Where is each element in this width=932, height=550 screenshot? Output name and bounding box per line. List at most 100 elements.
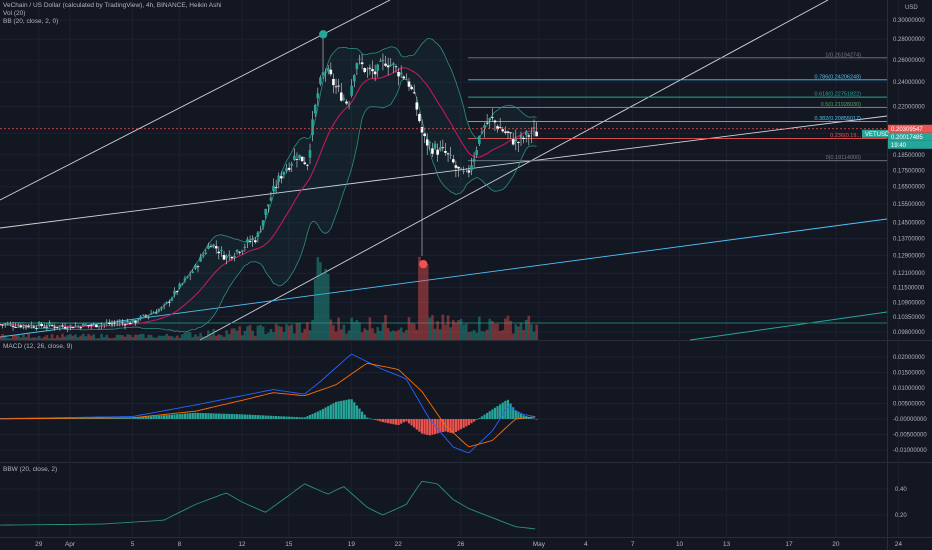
volume-bar [61, 333, 64, 340]
volume-legend[interactable]: Vol (20) [3, 10, 26, 17]
macd-histogram-bar [334, 401, 338, 419]
volume-bar [92, 334, 96, 340]
volume-bar [306, 322, 309, 340]
volume-bar [293, 333, 296, 340]
candle-body [454, 165, 458, 168]
volume-bar [483, 331, 486, 340]
candle-body [251, 238, 254, 241]
time-axis[interactable]: 29 Apr 5 8 12 15 19 22 26 May 4 7 10 13 17 20 24 [35, 541, 902, 548]
candle-body [342, 98, 346, 100]
candle-body [113, 322, 116, 324]
volume-bar [498, 331, 502, 340]
price-axis[interactable]: 0.30000000 0.28000000 0.26000000 0.24000000… [893, 18, 927, 519]
volume-bar [233, 328, 236, 340]
volume-bar [194, 334, 197, 340]
candle-body [290, 163, 294, 166]
volume-bar [412, 323, 416, 340]
macd-tick-label: -0.00500000 [893, 433, 927, 439]
candle-body [483, 125, 486, 128]
macd-histogram-bar [202, 413, 205, 419]
candle-body [53, 326, 57, 328]
candle-body [37, 322, 41, 326]
candle-body [56, 326, 59, 328]
macd-histogram-bar [233, 414, 236, 419]
volume-bar [243, 330, 247, 340]
macd-histogram-bar [439, 419, 442, 433]
candle-body [196, 266, 200, 268]
candle-body [69, 325, 72, 327]
volume-bar [29, 338, 33, 340]
volume-bar [235, 330, 239, 340]
volume-bar [222, 336, 226, 340]
volume-bar [488, 318, 492, 340]
volume-bar [496, 323, 499, 340]
price-tick-label: 0.13700000 [893, 237, 925, 243]
macd-histogram-bar [189, 413, 192, 419]
volume-bar [397, 329, 400, 340]
volume-bar [298, 323, 301, 340]
candle-body [472, 158, 476, 162]
macd-histogram-bar [400, 419, 403, 424]
macd-legend-label: MACD (12, 26, close, 9) [3, 343, 73, 350]
macd-histogram-bar [152, 416, 155, 419]
volume-bar [324, 268, 327, 340]
event-markers[interactable] [319, 30, 428, 269]
bbw-legend[interactable]: BBW (20, close, 2) [3, 466, 57, 474]
bb-legend[interactable]: BB (20, close, 2, 0) [3, 18, 59, 25]
volume-bar [470, 331, 473, 340]
candle-body [313, 104, 317, 114]
volume-bar [405, 330, 408, 340]
candle-body [168, 301, 171, 303]
macd-histogram-bar [186, 413, 189, 419]
macd-histogram-bar [392, 419, 395, 425]
volume-bar [175, 335, 179, 340]
volume-bar [102, 337, 106, 340]
volume-bar [37, 335, 41, 340]
macd-histogram-bar [194, 412, 197, 419]
bbw-legend-label: BBW (20, close, 2) [3, 466, 58, 473]
volume-bar [19, 337, 23, 340]
volume-bar [22, 333, 25, 340]
candle-body [136, 320, 140, 322]
candle-body [337, 85, 340, 87]
macd-legend[interactable]: MACD (12, 26, close, 9) [3, 343, 72, 351]
candle-body [238, 251, 241, 253]
candle-body [220, 249, 223, 252]
candle-body [509, 132, 512, 134]
candle-body [501, 129, 505, 132]
candle-body [227, 254, 231, 257]
macd-histogram-bar [100, 417, 103, 419]
macd-histogram-bar [366, 417, 369, 419]
macd-histogram-bar [488, 411, 491, 419]
volume-bar [14, 334, 17, 340]
macd-pane[interactable] [0, 353, 538, 454]
price-tick-label: 0.28000000 [893, 37, 925, 43]
macd-histogram-bar [149, 416, 153, 419]
symbol-title[interactable]: VeChain / US Dollar (calculated by Tradi… [3, 2, 222, 9]
volume-bar [392, 330, 395, 340]
candle-body [530, 132, 533, 134]
macd-histogram-bar [428, 419, 431, 436]
candle-body [22, 324, 25, 327]
candle-body [123, 324, 127, 326]
macd-histogram-bar [288, 416, 291, 419]
volume-bar [110, 338, 114, 340]
macd-histogram-bar [316, 411, 319, 419]
candle-body [50, 325, 54, 326]
macd-tick-label: 0.00500000 [893, 402, 925, 408]
bbw-pane[interactable] [0, 480, 536, 530]
candle-body [32, 326, 36, 328]
candle-body [394, 66, 398, 68]
price-tag-label: 0.20309547 [891, 127, 923, 133]
candle-body [485, 122, 489, 124]
volume-bar [155, 337, 158, 340]
price-tag-label: 0.20017485 [891, 135, 923, 141]
fib-level-label: 0.5(0.21928030) [821, 102, 862, 108]
price-tick-label: 0.15500000 [893, 202, 925, 208]
candle-body [300, 156, 304, 162]
candle-body [264, 208, 268, 215]
macd-histogram-bar [301, 417, 304, 419]
candle-body [431, 148, 434, 154]
volume-bar [157, 335, 161, 340]
